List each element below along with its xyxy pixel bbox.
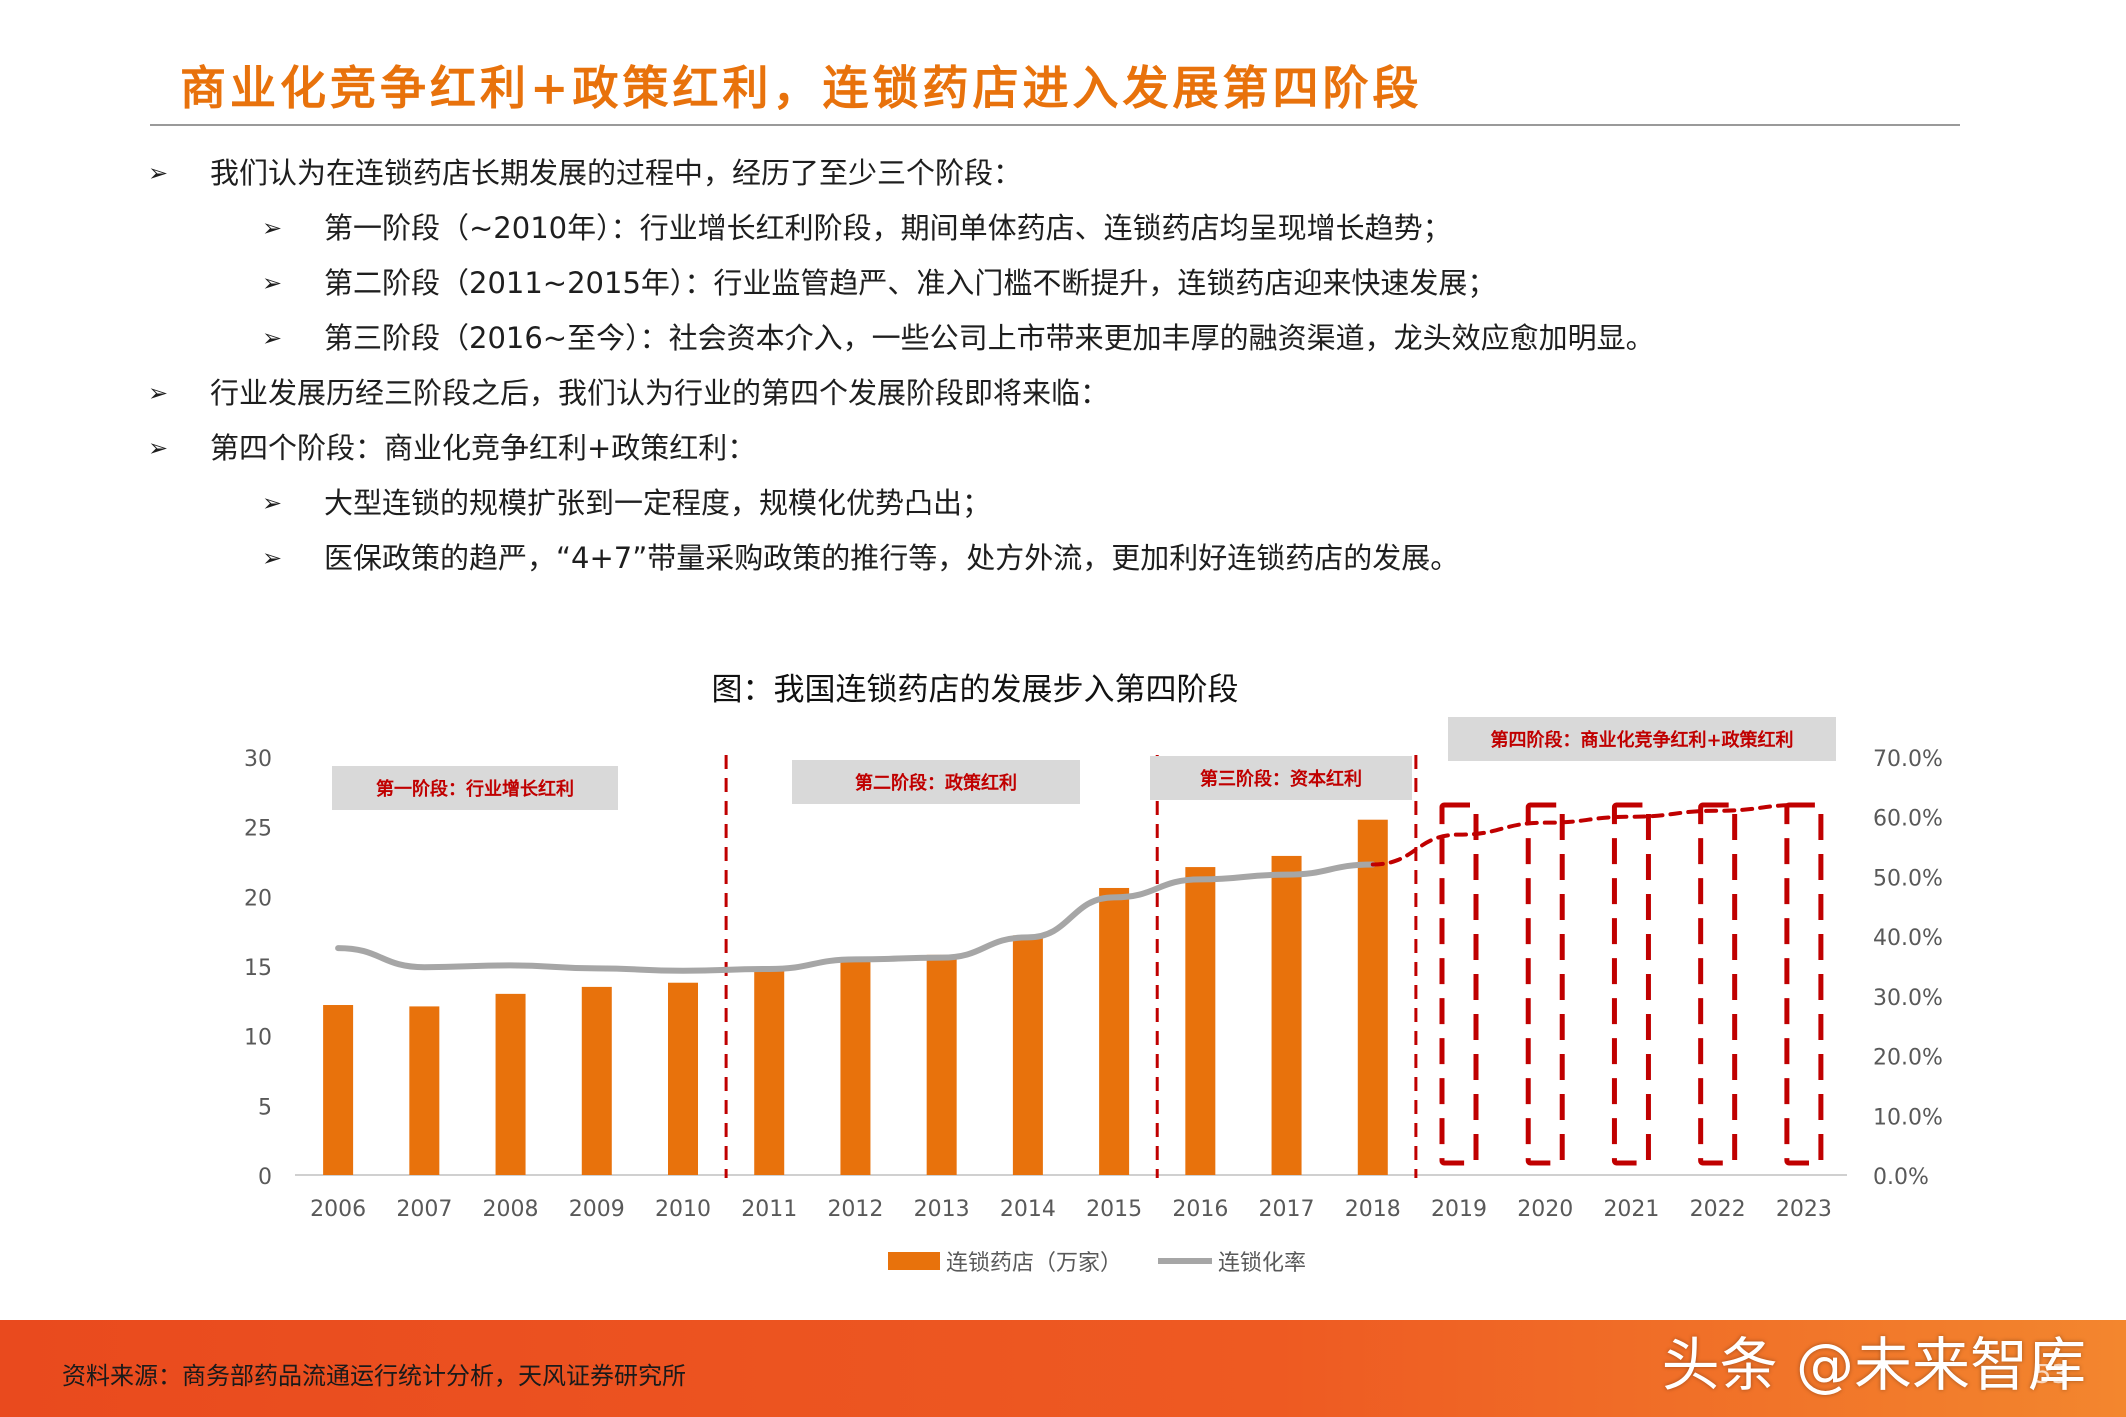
y-right-tick-label: 50.0% (1873, 866, 1943, 891)
chain-rate-line (335, 861, 1376, 974)
bullet-arrow-icon: ➢ (262, 269, 283, 297)
bullet-text: 第四个阶段：商业化竞争红利+政策红利： (210, 431, 757, 465)
x-tick-label: 2022 (1690, 1197, 1746, 1222)
bullet-arrow-icon: ➢ (148, 379, 169, 407)
phase-label-box (332, 766, 618, 810)
bullet-arrow-icon: ➢ (148, 159, 169, 187)
forecast-box (1439, 802, 1479, 1166)
x-tick-label: 2013 (914, 1197, 970, 1222)
y-left-tick-label: 5 (258, 1095, 272, 1120)
y-left-tick-label: 0 (258, 1165, 272, 1190)
legend-label: 连锁化率 (1218, 1251, 1306, 1276)
bullet-text: 第三阶段（2016~至今）：社会资本介入，一些公司上市带来更加丰厚的融资渠道，龙… (324, 321, 1655, 355)
y-right-tick-label: 40.0% (1873, 926, 1943, 951)
bar (409, 1006, 440, 1175)
x-tick-label: 2018 (1345, 1197, 1401, 1222)
bullet-text: 行业发展历经三阶段之后，我们认为行业的第四个发展阶段即将来临： (210, 376, 1110, 410)
bullet-arrow-icon: ➢ (262, 544, 283, 572)
phase-label: 第一阶段：行业增长红利 (376, 778, 574, 800)
bar (926, 954, 957, 1175)
y-right-tick-label: 10.0% (1873, 1105, 1943, 1130)
bullet-arrow-icon: ➢ (262, 324, 283, 352)
x-tick-label: 2009 (569, 1197, 625, 1222)
phase-label-box (1150, 756, 1412, 800)
bullet-text: 第一阶段（~2010年）：行业增长红利阶段，期间单体药店、连锁药店均呈现增长趋势… (324, 211, 1452, 245)
phase-label-box (792, 760, 1080, 804)
y-left-tick-label: 20 (244, 886, 272, 911)
x-tick-label: 2006 (310, 1197, 366, 1222)
y-left-tick-label: 25 (244, 817, 272, 842)
bullet-text: 大型连锁的规模扩张到一定程度，规模化优势凸出； (324, 486, 992, 520)
forecast-rate-line (1370, 802, 1806, 867)
bar (1099, 887, 1130, 1175)
x-tick-label: 2010 (655, 1197, 711, 1222)
y-right-tick-label: 0.0% (1873, 1165, 1929, 1190)
x-tick-label: 2008 (483, 1197, 539, 1222)
page-title: 商业化竞争红利+政策红利，连锁药店进入发展第四阶段 (180, 61, 1423, 115)
x-tick-label: 2015 (1086, 1197, 1142, 1222)
watermark: 头条 @未来智库 (1661, 1331, 2086, 1399)
phase-label: 第二阶段：政策红利 (855, 772, 1017, 794)
bullet-arrow-icon: ➢ (262, 214, 283, 242)
y-right-tick-label: 60.0% (1873, 807, 1943, 832)
bar (1012, 935, 1043, 1175)
title-divider (150, 124, 1960, 126)
x-tick-label: 2017 (1259, 1197, 1315, 1222)
bar (495, 993, 526, 1175)
x-tick-label: 2014 (1000, 1197, 1056, 1222)
page-number: 53 (2034, 1360, 2068, 1390)
bar (1185, 867, 1216, 1175)
bullet-arrow-icon: ➢ (262, 489, 283, 517)
x-tick-label: 2011 (741, 1197, 797, 1222)
y-right-tick-label: 20.0% (1873, 1046, 1943, 1071)
y-right-tick-label: 70.0% (1873, 747, 1943, 772)
bar (323, 1005, 354, 1175)
bar (1271, 855, 1302, 1175)
legend-bar-swatch (888, 1252, 940, 1270)
forecast-box (1525, 802, 1565, 1166)
bar (668, 982, 698, 1175)
bar (1357, 819, 1388, 1175)
x-tick-label: 2019 (1431, 1197, 1487, 1222)
bar (840, 960, 871, 1175)
bullet-text: 第二阶段（2011~2015年）：行业监管趋严、准入门槛不断提升，连锁药店迎来快… (324, 266, 1497, 300)
x-tick-label: 2021 (1603, 1197, 1659, 1222)
phase-label-box (1448, 717, 1836, 761)
x-tick-label: 2023 (1776, 1197, 1832, 1222)
x-tick-label: 2016 (1172, 1197, 1228, 1222)
bullet-text: 医保政策的趋严，“4+7”带量采购政策的推行等，处方外流，更加利好连锁药店的发展… (324, 541, 1460, 575)
forecast-box (1611, 802, 1651, 1166)
footer-bar (0, 1320, 2126, 1417)
y-right-tick-label: 30.0% (1873, 986, 1943, 1011)
phase-label: 第三阶段：资本红利 (1200, 768, 1362, 790)
y-left-tick-label: 30 (244, 747, 272, 772)
forecast-box (1784, 802, 1824, 1166)
chain-pharmacy-chart: 0 5 10 15 20 25 30 0.0% 10.0% 20.0% 30.0% 40.0% 50.0… (244, 717, 1943, 1276)
forecast-box (1698, 802, 1738, 1166)
phase-label: 第四阶段：商业化竞争红利+政策红利 (1490, 729, 1793, 751)
y-left-tick-label: 10 (244, 1026, 272, 1051)
bar (581, 986, 612, 1175)
chart-title: 图：我国连锁药店的发展步入第四阶段 (711, 672, 1239, 708)
y-left-tick-label: 15 (244, 956, 272, 981)
bullet-arrow-icon: ➢ (148, 434, 169, 462)
bar (754, 970, 785, 1175)
source-note: 资料来源：商务部药品流通运行统计分析，天风证券研究所 (62, 1362, 686, 1390)
x-tick-label: 2012 (827, 1197, 883, 1222)
x-tick-label: 2007 (396, 1197, 452, 1222)
legend-label: 连锁药店（万家） (946, 1251, 1122, 1276)
bullet-text: 我们认为在连锁药店长期发展的过程中，经历了至少三个阶段： (210, 156, 1023, 190)
x-tick-label: 2020 (1517, 1197, 1573, 1222)
